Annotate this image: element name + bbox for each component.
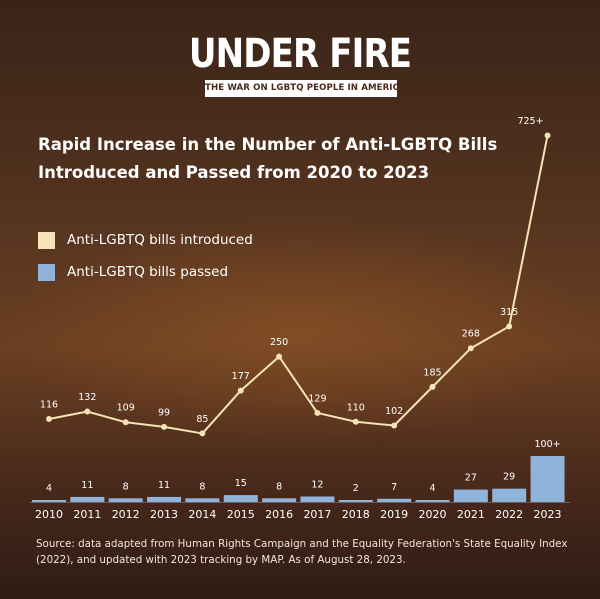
legend-label-passed: Anti-LGBTQ bills passed: [67, 264, 229, 280]
bar-label-2012: 8: [123, 481, 129, 492]
x-tick-label-2018: 2018: [342, 508, 370, 521]
point-introduced-2018: [352, 418, 359, 425]
legend-label-introduced: Anti-LGBTQ bills introduced: [67, 232, 253, 248]
x-tick-label-2022: 2022: [495, 508, 523, 521]
bar-passed-2020: [415, 500, 450, 502]
point-label-2012: 109: [117, 403, 135, 414]
bar-label-2020: 4: [429, 483, 435, 494]
bar-passed-2018: [338, 500, 373, 502]
x-tick-label-2016: 2016: [265, 508, 293, 521]
point-introduced-2016: [276, 353, 283, 360]
logo-title: UNDER FIRE: [188, 31, 412, 77]
bar-passed-2013: [147, 496, 182, 502]
point-label-2020: 185: [423, 367, 441, 378]
bar-label-2023: 100+: [535, 439, 561, 450]
logo-subtitle: THE WAR ON LGBTQ PEOPLE IN AMERICA: [205, 83, 406, 93]
bar-passed-2022: [492, 488, 527, 502]
point-label-2011: 132: [78, 392, 96, 403]
point-introduced-2010: [46, 415, 52, 422]
source-note: Source: data adapted from Human Rights C…: [36, 538, 568, 566]
x-tick-label-2023: 2023: [534, 508, 562, 521]
point-label-2017: 129: [308, 393, 326, 404]
bar-label-2015: 15: [235, 478, 247, 489]
bar-label-2021: 27: [465, 473, 477, 484]
bar-passed-2015: [223, 495, 258, 502]
x-tick-label-2010: 2010: [35, 508, 63, 521]
point-label-2018: 110: [347, 402, 365, 413]
bar-label-2013: 11: [158, 480, 170, 491]
bar-passed-2019: [377, 498, 412, 502]
point-introduced-2012: [122, 419, 129, 426]
x-tick-label-2020: 2020: [419, 508, 447, 521]
point-introduced-2013: [161, 423, 168, 430]
legend-item-introduced: Anti-LGBTQ bills introduced: [38, 230, 253, 250]
point-label-2010: 116: [40, 399, 58, 410]
legend-item-passed: Anti-LGBTQ bills passed: [38, 262, 228, 282]
point-introduced-2011: [84, 408, 91, 415]
line-introduced: [48, 135, 549, 435]
bar-label-2022: 29: [503, 472, 515, 483]
point-label-2022: 315: [500, 307, 518, 318]
x-tick-label-2011: 2011: [73, 508, 101, 521]
point-introduced-2021: [467, 345, 474, 352]
x-tick-label-2014: 2014: [188, 508, 216, 521]
bar-label-2014: 8: [199, 481, 205, 492]
x-tick-label-2017: 2017: [303, 508, 331, 521]
bar-passed-2023: [530, 456, 565, 502]
bar-label-2016: 8: [276, 481, 282, 492]
bar-passed-2012: [108, 498, 143, 502]
x-tick-label-2021: 2021: [457, 508, 485, 521]
point-introduced-2023: [544, 132, 551, 139]
x-tick-label-2012: 2012: [112, 508, 140, 521]
logo-banner: [205, 80, 397, 97]
x-tick-label-2013: 2013: [150, 508, 178, 521]
bar-passed-2010: [32, 500, 66, 502]
point-label-2013: 99: [158, 407, 170, 418]
point-label-2023: 725+: [517, 116, 543, 127]
point-introduced-2020: [429, 383, 436, 390]
bar-label-2017: 12: [311, 479, 323, 490]
point-introduced-2015: [237, 387, 244, 394]
point-introduced-2019: [391, 422, 398, 429]
point-label-2021: 268: [462, 329, 480, 340]
bar-label-2019: 7: [391, 482, 397, 493]
point-introduced-2022: [506, 323, 513, 330]
point-label-2014: 85: [196, 414, 208, 425]
bar-label-2018: 2: [353, 483, 359, 494]
bar-passed-2014: [185, 498, 220, 502]
legend-swatch-passed: [38, 263, 55, 281]
bar-passed-2017: [300, 496, 335, 502]
point-introduced-2017: [314, 409, 321, 416]
x-tick-label-2015: 2015: [227, 508, 255, 521]
point-introduced-2014: [199, 430, 206, 437]
bar-passed-2016: [262, 498, 297, 502]
point-label-2015: 177: [232, 371, 250, 382]
point-label-2016: 250: [270, 337, 288, 348]
x-tick-label-2019: 2019: [380, 508, 408, 521]
bar-passed-2021: [453, 489, 488, 502]
bar-label-2010: 4: [46, 483, 52, 494]
chart-title: Rapid Increase in the Number of Anti-LGB…: [38, 135, 498, 182]
bar-passed-2011: [70, 496, 105, 502]
point-label-2019: 102: [385, 406, 403, 417]
legend-swatch-introduced: [38, 231, 55, 249]
bar-label-2011: 11: [81, 480, 93, 491]
